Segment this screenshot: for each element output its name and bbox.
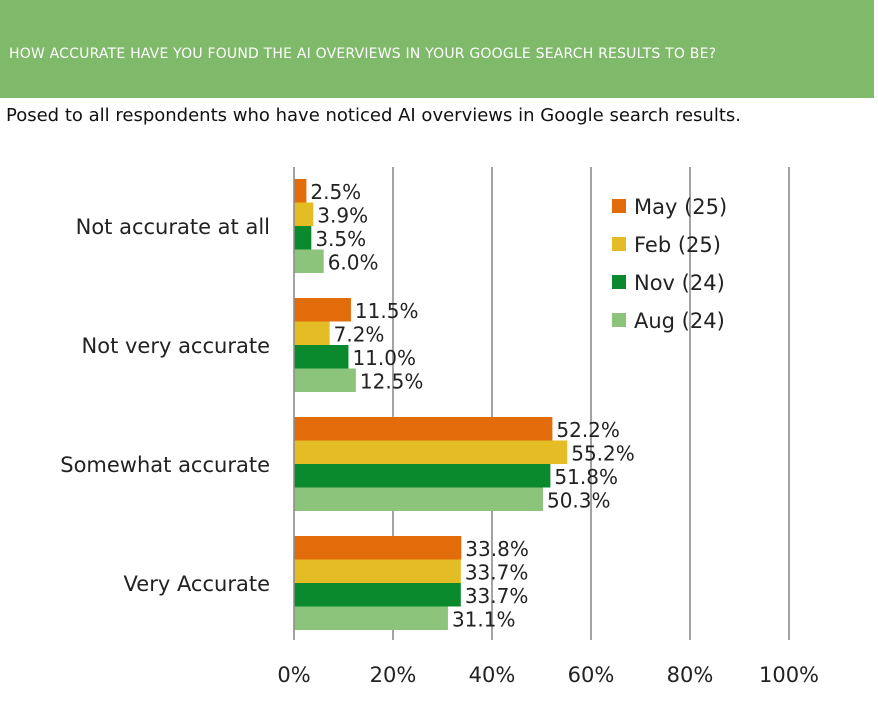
x-tick-label: 20% <box>370 663 417 687</box>
bar <box>294 487 543 511</box>
data-label: 12.5% <box>360 369 424 393</box>
bar <box>294 321 330 345</box>
bar <box>294 440 568 464</box>
bar <box>294 536 462 560</box>
bar <box>294 417 553 441</box>
x-tick-label: 60% <box>568 663 615 687</box>
legend-swatch <box>612 237 626 251</box>
data-label: 52.2% <box>556 418 620 442</box>
data-label: 33.7% <box>465 584 529 608</box>
x-tick-label: 100% <box>759 663 819 687</box>
data-label: 3.9% <box>317 203 368 227</box>
data-label: 3.5% <box>315 227 366 251</box>
x-tick-label: 80% <box>667 663 714 687</box>
category-label: Not very accurate <box>82 334 270 358</box>
x-tick-label: 0% <box>277 663 310 687</box>
bar <box>294 249 324 273</box>
chart-title: HOW ACCURATE HAVE YOU FOUND THE AI OVERV… <box>9 46 717 62</box>
data-label: 33.8% <box>465 537 529 561</box>
legend-swatch <box>612 275 626 289</box>
data-label: 33.7% <box>465 560 529 584</box>
data-label: 11.5% <box>355 299 419 323</box>
category-label: Somewhat accurate <box>60 453 270 477</box>
data-label: 11.0% <box>352 346 416 370</box>
legend-label: Nov (24) <box>634 271 725 295</box>
data-label: 55.2% <box>571 441 635 465</box>
title-banner: HOW ACCURATE HAVE YOU FOUND THE AI OVERV… <box>0 0 874 98</box>
legend-label: Feb (25) <box>634 233 721 257</box>
bar <box>294 559 461 583</box>
bar <box>294 606 448 630</box>
category-label: Very Accurate <box>124 572 270 596</box>
data-label: 50.3% <box>547 488 611 512</box>
bar <box>294 179 307 203</box>
bar <box>294 368 356 392</box>
legend-swatch <box>612 313 626 327</box>
data-label: 51.8% <box>554 465 618 489</box>
bar <box>294 298 351 322</box>
legend-swatch <box>612 199 626 213</box>
bar <box>294 226 312 250</box>
bar <box>294 583 461 607</box>
category-label: Not accurate at all <box>76 215 270 239</box>
legend-label: May (25) <box>634 195 727 219</box>
data-label: 2.5% <box>310 180 361 204</box>
bar <box>294 464 551 488</box>
data-label: 31.1% <box>452 607 516 631</box>
bar <box>294 202 314 226</box>
legend-label: Aug (24) <box>634 309 725 333</box>
x-tick-label: 40% <box>469 663 516 687</box>
data-label: 6.0% <box>328 250 379 274</box>
chart-subtitle: Posed to all respondents who have notice… <box>6 105 741 126</box>
bar <box>294 345 349 369</box>
data-label: 7.2% <box>334 322 385 346</box>
